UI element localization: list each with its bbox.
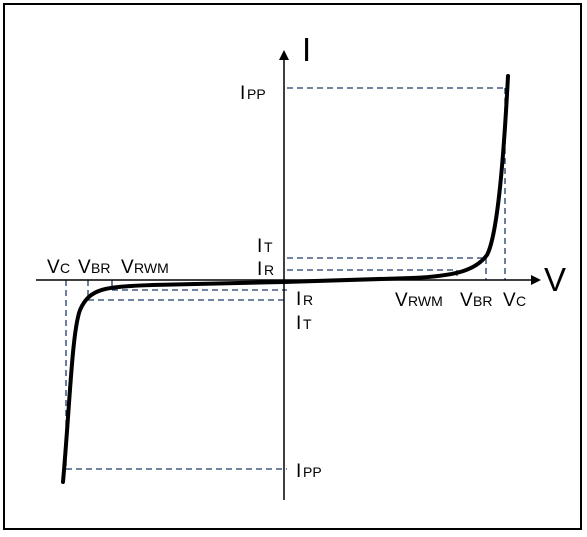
- guide-lines: [65, 87, 506, 470]
- diagram-frame: I V I PP I T I R I R I T I PP V C V BR V…: [3, 3, 582, 530]
- tvs-iv-characteristic-diagram: I V I PP I T I R I R I T I PP V C V BR V…: [36, 31, 566, 500]
- svg-text:BR: BR: [473, 293, 492, 309]
- svg-text:V: V: [460, 290, 473, 311]
- svg-text:RWM: RWM: [408, 293, 443, 309]
- y-axis-label: I: [302, 31, 311, 68]
- svg-text:I: I: [296, 461, 301, 482]
- label-it-bottom: I T: [296, 313, 312, 334]
- svg-text:V: V: [47, 257, 60, 278]
- label-vrwm-left: V RWM: [121, 257, 169, 278]
- svg-text:BR: BR: [91, 260, 110, 276]
- svg-text:C: C: [60, 260, 70, 276]
- label-ir-bottom: I R: [296, 289, 313, 310]
- svg-text:V: V: [503, 290, 516, 311]
- svg-text:I: I: [257, 236, 262, 257]
- svg-text:C: C: [516, 293, 526, 309]
- svg-text:PP: PP: [247, 86, 266, 102]
- label-vc-right: V C: [503, 290, 526, 311]
- svg-text:RWM: RWM: [134, 260, 169, 276]
- svg-text:T: T: [303, 316, 312, 332]
- svg-text:R: R: [264, 262, 274, 278]
- label-vbr-left: V BR: [78, 257, 110, 278]
- label-vrwm-right: V RWM: [395, 290, 443, 311]
- svg-text:I: I: [240, 83, 245, 104]
- label-ipp-top: I PP: [240, 83, 266, 104]
- svg-text:V: V: [121, 257, 134, 278]
- svg-text:I: I: [296, 313, 301, 334]
- label-ir-top: I R: [257, 259, 274, 280]
- label-it-top: I T: [257, 236, 273, 257]
- svg-text:T: T: [264, 239, 273, 255]
- label-vc-left: V C: [47, 257, 70, 278]
- svg-text:V: V: [395, 290, 408, 311]
- svg-text:I: I: [257, 259, 262, 280]
- label-vbr-right: V BR: [460, 290, 492, 311]
- svg-text:I: I: [296, 289, 301, 310]
- svg-text:PP: PP: [303, 464, 322, 480]
- label-ipp-bottom: I PP: [296, 461, 322, 482]
- iv-curve: [61, 74, 510, 484]
- svg-text:V: V: [78, 257, 91, 278]
- svg-text:R: R: [303, 292, 313, 308]
- x-axis-label: V: [544, 261, 566, 298]
